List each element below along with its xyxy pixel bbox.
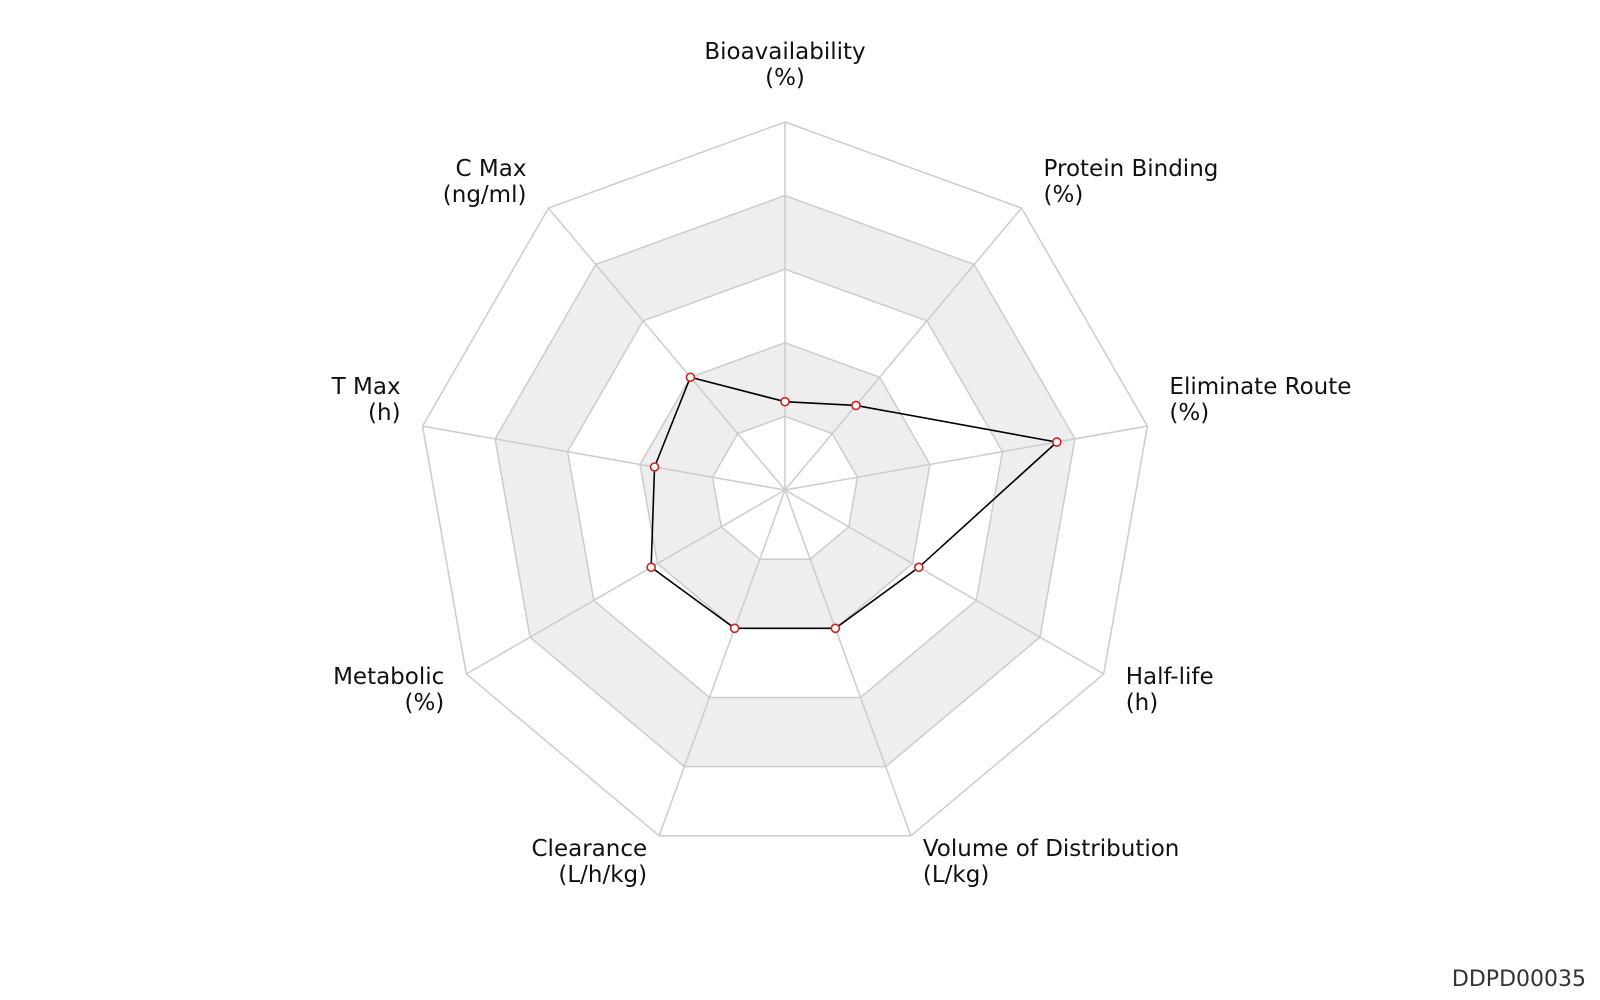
radar-spoke-7 xyxy=(465,489,786,675)
radar-axis-labels: Bioavailability(%)Protein Binding(%)Elim… xyxy=(331,39,1352,888)
axis-label-6: Clearance xyxy=(532,836,648,862)
radar-spoke-5 xyxy=(784,489,912,837)
axis-unit-8: (h) xyxy=(368,400,401,426)
axis-label-5: Volume of Distribution xyxy=(923,836,1180,862)
radar-series xyxy=(646,372,1062,634)
data-point-7 xyxy=(646,562,656,573)
radar-spoke-6 xyxy=(658,489,786,837)
axis-label-7: Metabolic xyxy=(333,664,444,690)
axis-label-4: Half-life xyxy=(1126,664,1214,690)
axis-label-8: T Max xyxy=(331,374,401,400)
axis-unit-2: (%) xyxy=(1044,182,1084,208)
data-point-8 xyxy=(649,462,660,472)
axis-unit-9: (ng/ml) xyxy=(443,182,527,208)
axis-label-1: Bioavailability xyxy=(704,39,865,65)
axis-unit-6: (L/h/kg) xyxy=(558,862,647,888)
axis-unit-7: (%) xyxy=(404,690,444,716)
radar-spoke-8 xyxy=(422,425,786,491)
radar-spoke-4 xyxy=(784,489,1105,675)
axis-unit-5: (L/kg) xyxy=(923,862,989,888)
radar-spoke-2 xyxy=(784,207,1023,491)
chart-id-watermark: DDPD00035 xyxy=(1451,967,1586,992)
axis-unit-1: (%) xyxy=(765,65,805,91)
axis-label-3: Eliminate Route xyxy=(1169,374,1351,400)
axis-unit-3: (%) xyxy=(1169,400,1209,426)
radar-spoke-9 xyxy=(547,207,786,491)
data-point-3 xyxy=(1052,437,1062,447)
radar-spoke-3 xyxy=(784,425,1148,491)
data-point-6 xyxy=(729,623,740,634)
data-point-2 xyxy=(851,400,861,411)
series-line xyxy=(650,376,1059,630)
data-point-4 xyxy=(914,562,924,573)
data-point-5 xyxy=(830,623,841,634)
axis-unit-4: (h) xyxy=(1126,690,1159,716)
data-point-9 xyxy=(685,372,696,383)
data-point-1 xyxy=(780,396,790,407)
axis-label-9: C Max xyxy=(456,156,527,182)
axis-label-2: Protein Binding xyxy=(1044,156,1219,182)
radar-spokes xyxy=(422,122,1148,837)
